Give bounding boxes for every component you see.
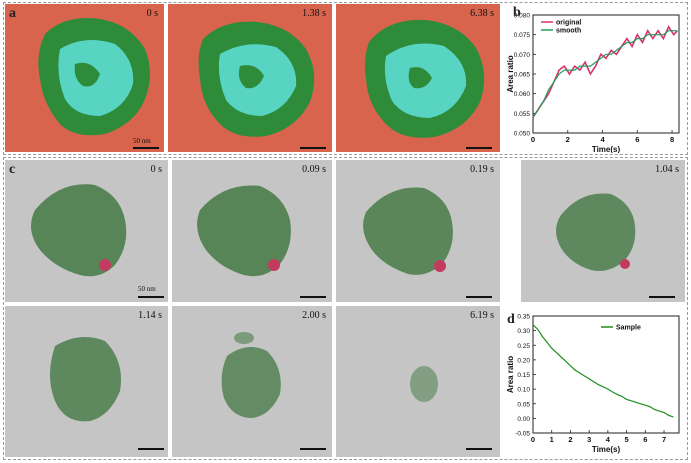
tem-image-c3: 0.19 s xyxy=(336,160,500,302)
y-tick-label: 0.15 xyxy=(517,372,530,379)
panel-label-d: d xyxy=(507,312,515,327)
y-tick-label: 0.050 xyxy=(514,131,531,138)
scale-bar xyxy=(300,448,326,450)
scale-bar xyxy=(466,448,492,450)
chart-b-svg: 0.050 0.055 0.060 0.065 0.070 0.075 0.080 0 2 4 6 8… xyxy=(506,13,680,154)
x-tick-label: 5 xyxy=(625,435,629,444)
scale-bar-text: 50 nm xyxy=(138,285,156,293)
time-label: 1.38 s xyxy=(302,8,326,19)
tem-particle xyxy=(221,332,281,418)
time-label: 6.38 s xyxy=(470,8,494,19)
segmented-image-a2: 1.38 s xyxy=(168,4,332,152)
y-tick-label: 0.30 xyxy=(517,328,530,335)
panel-label-a: a xyxy=(9,6,16,21)
plot-frame xyxy=(532,315,680,434)
tem-particle xyxy=(50,337,121,422)
series-line-original xyxy=(532,25,678,118)
time-label: 0 s xyxy=(150,164,162,175)
y-tick-label: 0.20 xyxy=(517,357,530,364)
x-tick-label: 1 xyxy=(550,435,554,444)
y-axis-label: Area ratio xyxy=(506,356,515,393)
scale-bar xyxy=(138,296,164,298)
segmented-image-a1: 0 s a 50 nm xyxy=(5,4,164,152)
x-tick-label: 7 xyxy=(662,435,666,444)
scale-bar xyxy=(300,147,326,149)
panel-border-top xyxy=(3,2,688,155)
segmented-particle xyxy=(365,19,485,138)
x-axis-label: Time(s) xyxy=(592,445,621,454)
x-tick-label: 0 xyxy=(531,135,535,144)
tem-particle xyxy=(31,184,127,277)
y-tick-label: 0.075 xyxy=(514,32,531,39)
x-tick-label: 6 xyxy=(635,135,639,144)
series-line-Sample xyxy=(532,324,674,418)
x-tick-label: 8 xyxy=(670,135,674,144)
y-tick-label: 0.25 xyxy=(517,343,530,350)
panel-label-c: c xyxy=(9,162,16,177)
tem-image-c2: 0.09 s xyxy=(172,160,332,302)
tem-image-c1: 0 s c 50 nm xyxy=(5,160,168,302)
scale-bar xyxy=(649,296,675,298)
x-axis-label: Time(s) xyxy=(592,145,621,153)
segmented-image-a3: 6.38 s xyxy=(336,4,500,152)
y-axis-label: Area ratio xyxy=(506,55,515,92)
chart-d-svg: -0.05 0.00 0.05 0.10 0.15 0.20 0.25 0.30 0.35 0 1 2… xyxy=(506,314,680,454)
time-label: 6.19 s xyxy=(470,310,494,321)
time-label: 0.09 s xyxy=(302,164,326,175)
y-tick-label: 0.35 xyxy=(517,314,530,321)
legend-label: smooth xyxy=(556,28,581,35)
time-label: 1.14 s xyxy=(138,310,162,321)
tem-image-d3: 6.19 s xyxy=(336,306,500,457)
y-tick-label: 0.070 xyxy=(514,52,531,59)
x-tick-label: 4 xyxy=(606,435,611,444)
scale-bar xyxy=(138,448,164,450)
scale-bar xyxy=(466,296,492,298)
y-tick-label: -0.05 xyxy=(515,431,530,438)
tem-image-d2: 2.00 s xyxy=(172,306,332,457)
panel-label-b: b xyxy=(513,5,521,20)
scale-bar xyxy=(300,296,326,298)
y-tick-label: 0.060 xyxy=(514,91,531,98)
legend-label: original xyxy=(556,20,581,27)
time-label: 2.00 s xyxy=(302,310,326,321)
scale-bar xyxy=(466,147,492,149)
time-label: 0.19 s xyxy=(470,164,494,175)
x-tick-label: 3 xyxy=(587,435,591,444)
y-tick-label: 0.10 xyxy=(517,387,530,394)
y-tick-label: 0.00 xyxy=(517,416,530,423)
area-ratio-chart-b: b 0.050 0.055 0.060 0.065 0.070 0.075 0.080 0 2 4… xyxy=(505,5,685,154)
scale-bar-text: 50 nm xyxy=(133,137,151,145)
tem-particle xyxy=(410,366,438,402)
tem-particle xyxy=(556,193,636,271)
x-tick-label: 6 xyxy=(643,435,647,444)
y-tick-label: 0.065 xyxy=(514,72,531,79)
tem-image-c4: 1.04 s xyxy=(521,160,685,302)
y-tick-label: 0.080 xyxy=(514,13,531,20)
segmented-particle xyxy=(38,18,151,136)
time-label: 1.04 s xyxy=(655,164,679,175)
x-tick-label: 4 xyxy=(600,135,605,144)
x-tick-label: 2 xyxy=(566,135,570,144)
series-line-smooth xyxy=(532,30,678,118)
legend-label: Sample xyxy=(616,325,641,332)
y-tick-label: 0.055 xyxy=(514,111,531,118)
x-tick-label: 0 xyxy=(531,435,535,444)
time-label: 0 s xyxy=(146,8,158,19)
segmented-particle xyxy=(198,21,315,137)
panel-border-bottom xyxy=(3,157,688,460)
area-ratio-chart-d: d -0.05 0.00 0.05 0.10 0.15 0.20 0.25 0.30 0.35 0… xyxy=(505,306,685,457)
tem-particle xyxy=(197,185,291,277)
x-tick-label: 2 xyxy=(568,435,572,444)
scale-bar xyxy=(133,147,159,149)
y-tick-label: 0.05 xyxy=(517,401,530,408)
tem-particle xyxy=(363,187,453,275)
tem-image-d1: 1.14 s xyxy=(5,306,168,457)
